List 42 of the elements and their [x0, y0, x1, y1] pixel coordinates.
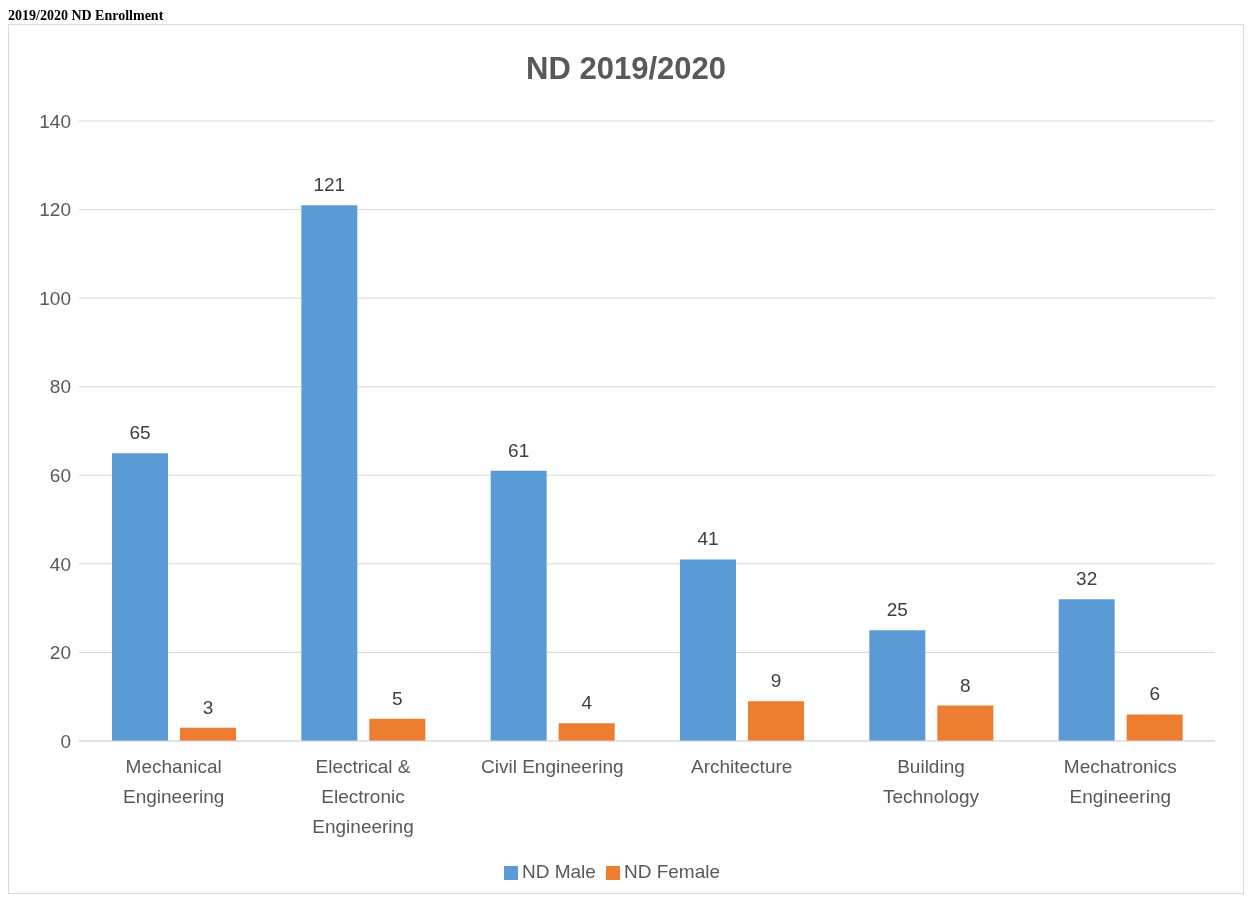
- x-tick-label: Architecture: [690, 756, 793, 777]
- data-label: 121: [313, 174, 346, 196]
- y-tick-label: 140: [39, 110, 71, 132]
- bar: [1058, 599, 1115, 741]
- bar: [1126, 714, 1183, 741]
- y-tick-label: 0: [60, 730, 71, 752]
- data-label: 61: [508, 439, 530, 461]
- legend-label: ND Male: [522, 861, 596, 882]
- bar: [490, 470, 547, 741]
- bar: [180, 727, 236, 741]
- data-label: 32: [1076, 568, 1098, 590]
- data-label: 8: [960, 674, 971, 696]
- x-tick-label: Electrical & Electronic Engineering: [312, 756, 414, 837]
- chart-title: ND 2019/2020: [525, 51, 727, 88]
- data-label: 9: [770, 670, 782, 692]
- data-label: 6: [1149, 683, 1160, 705]
- x-tick-label: Building Technology: [882, 756, 980, 807]
- data-label: 4: [581, 692, 593, 714]
- y-tick-label: 40: [49, 553, 71, 575]
- bar: [112, 453, 168, 741]
- data-label: 3: [202, 696, 214, 718]
- bar: [937, 705, 994, 741]
- bar: [558, 723, 615, 741]
- y-tick-label: 80: [49, 376, 71, 398]
- bar: [680, 559, 736, 741]
- y-tick-label: 20: [49, 642, 71, 664]
- x-tick-label: Mechanical Engineering: [122, 756, 225, 807]
- bar: [369, 718, 426, 741]
- text: 2019/2020 ND Enrollment: [8, 8, 165, 24]
- data-label: 25: [886, 599, 908, 621]
- y-tick-label: 60: [49, 465, 71, 487]
- data-label: 5: [392, 687, 403, 709]
- legend-label: ND Female: [623, 861, 720, 882]
- x-tick-label: Mechatronics Engineering: [1063, 756, 1177, 807]
- data-label: 65: [129, 422, 151, 444]
- bar: [869, 630, 926, 741]
- y-tick-label: 120: [39, 199, 71, 221]
- data-label: 41: [697, 528, 719, 550]
- y-tick-label: 100: [39, 287, 71, 309]
- bar: [301, 205, 358, 741]
- x-tick-label: Civil Engineering: [481, 756, 624, 777]
- bar: [748, 701, 804, 741]
